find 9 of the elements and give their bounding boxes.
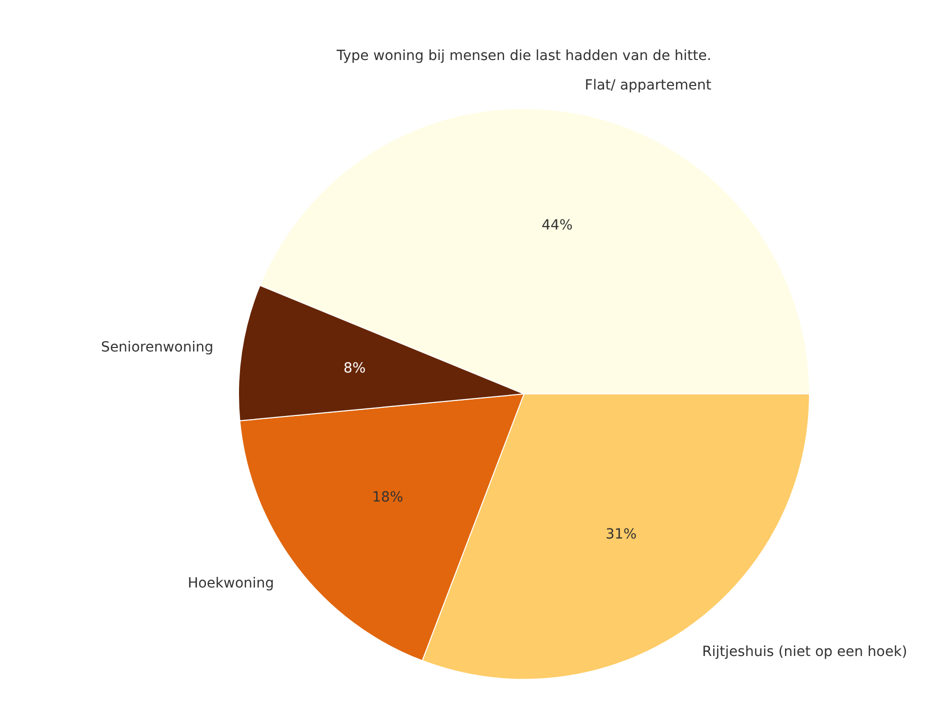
data-label: 31% <box>606 526 637 543</box>
slice-label: Flat/ appartement <box>584 77 712 94</box>
data-label: 8% <box>343 360 366 376</box>
data-label: 18% <box>372 489 404 506</box>
slice-label: Rijtjeshuis (niet op een hoek) <box>702 644 908 660</box>
slice-label: Seniorenwoning <box>101 339 214 356</box>
slice-label: Hoekwoning <box>188 576 274 592</box>
data-label: 44% <box>542 217 573 234</box>
chart-title: Type woning bij mensen die last hadden van de hitte. <box>336 48 712 64</box>
